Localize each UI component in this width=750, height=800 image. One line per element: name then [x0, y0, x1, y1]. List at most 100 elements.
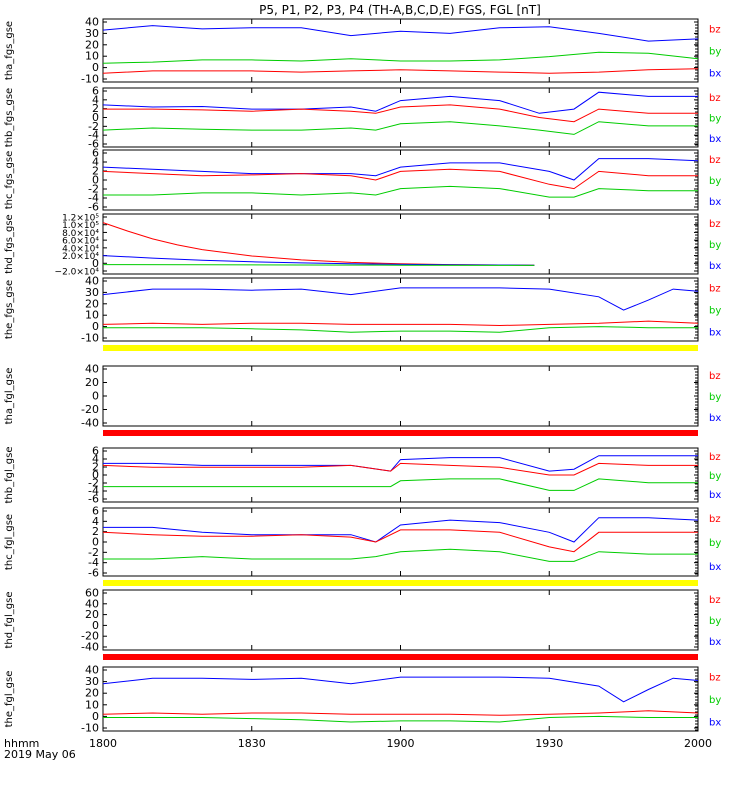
y-tick-label: 0 — [92, 111, 99, 124]
legend-label-bx: bx — [709, 69, 721, 80]
y-tick-label: -20 — [81, 630, 99, 643]
series-line-by — [103, 185, 698, 198]
y-tick-label: 30 — [85, 27, 99, 40]
legend-label-by: by — [709, 47, 721, 58]
x-tick-label: 1930 — [535, 737, 563, 750]
y-tick-label: 20 — [85, 297, 99, 310]
y-tick-label: -6 — [88, 138, 99, 151]
series-line-by — [102, 51, 699, 64]
y-tick-label: 4 — [92, 453, 99, 466]
y-tick-label: 1.2×10⁵ — [62, 214, 99, 224]
footer-hhmm: hhmm — [4, 737, 39, 750]
y-tick-label: 2 — [92, 461, 99, 474]
y-axis-label: thb_fgl_gse — [4, 447, 15, 504]
legend-label-bx: bx — [709, 717, 721, 728]
y-tick-label: 4 — [92, 93, 99, 106]
series-line-bx — [103, 517, 699, 543]
legend-label-bz: bz — [709, 514, 721, 525]
series-line-bx — [103, 455, 698, 472]
legend-label-bz: bz — [709, 673, 721, 684]
series-line-by — [103, 715, 698, 723]
legend-label-by: by — [709, 306, 721, 317]
legend-label-bz: bz — [709, 283, 721, 294]
y-tick-label: -10 — [81, 332, 99, 345]
y-tick-label: 40 — [85, 664, 99, 677]
y-tick-label: 6 — [92, 147, 99, 160]
legend-label-bz: bz — [709, 219, 721, 230]
y-tick-label: 4 — [92, 515, 99, 528]
y-axis-label: thd_fgl_gse — [4, 592, 15, 649]
y-axis-label: thc_fgl_gse — [4, 514, 15, 570]
series-line-bx — [102, 287, 699, 311]
y-tick-label: 4.0×10⁴ — [62, 244, 99, 254]
legend-label-by: by — [709, 616, 721, 627]
y-tick-label: -40 — [81, 417, 99, 430]
y-tick-label: 0 — [92, 320, 99, 333]
legend-label-bx: bx — [709, 134, 721, 145]
y-tick-label: -6 — [88, 567, 99, 580]
y-tick-label: -4 — [88, 485, 99, 498]
figure-title: P5, P1, P2, P3, P4 (TH-A,B,C,D,E) FGS, F… — [259, 3, 541, 17]
y-tick-label: 40 — [85, 363, 99, 376]
y-axis-label: tha_fgl_gse — [4, 368, 15, 425]
y-axis-label: tha_fgs_gse — [4, 21, 15, 80]
y-tick-label: 20 — [85, 608, 99, 621]
y-tick-label: −2.0×10⁴ — [55, 268, 100, 278]
series-line-bx — [102, 25, 699, 42]
x-tick-label: 1800 — [89, 737, 117, 750]
y-axis-label: thb_fgs_gse — [4, 88, 15, 147]
y-tick-label: -2 — [88, 120, 99, 133]
panel-frame — [102, 589, 699, 651]
data-availability-bar — [103, 430, 698, 436]
series-line-bx — [102, 91, 698, 114]
panel-frame — [102, 365, 699, 427]
data-availability-bar — [103, 654, 698, 660]
legend-label-bx: bx — [709, 328, 721, 339]
y-axis-label: the_fgl_gse — [4, 671, 15, 728]
series-line-by — [103, 548, 698, 562]
y-tick-label: 2 — [92, 525, 99, 538]
y-tick-label: -4 — [88, 129, 99, 142]
y-tick-label: 0 — [92, 174, 99, 187]
y-tick-label: 60 — [85, 587, 99, 600]
y-tick-label: -40 — [81, 641, 99, 654]
y-tick-label: 0 — [92, 61, 99, 74]
y-tick-label: 4 — [92, 156, 99, 169]
y-tick-label: 10 — [85, 309, 99, 322]
panel-thd-fgs-gse: 1.2×10⁵1.0×10⁵8.0×10⁴6.0×10⁴4.0×10⁴2.0×1… — [4, 213, 721, 278]
y-tick-label: -6 — [88, 493, 99, 506]
series-line-bz — [102, 320, 699, 327]
time-axis: 1800 1830 1900 1930 2000 — [89, 737, 712, 750]
legend-label-bx: bx — [709, 413, 721, 424]
data-availability-bar — [103, 345, 698, 351]
y-tick-label: -4 — [88, 556, 99, 569]
series-line-bz — [102, 710, 699, 716]
y-tick-label: 0 — [92, 536, 99, 549]
y-tick-label: 6.0×10⁴ — [62, 237, 99, 247]
legend-label-by: by — [709, 538, 721, 549]
y-tick-label: -10 — [81, 73, 99, 86]
series-line-bz — [102, 168, 698, 190]
y-axis-label: the_fgs_gse — [4, 280, 15, 339]
legend-label-bx: bx — [709, 490, 721, 501]
x-tick-label: 1830 — [238, 737, 266, 750]
y-tick-label: 20 — [85, 376, 99, 389]
series-line-bz — [102, 68, 699, 74]
y-tick-label: 6 — [92, 85, 99, 98]
y-tick-label: 10 — [85, 698, 99, 711]
legend-label-by: by — [709, 176, 721, 187]
y-tick-label: 0 — [92, 469, 99, 482]
legend-label-bz: bz — [709, 452, 721, 463]
series-line-by — [102, 121, 698, 135]
x-tick-label: 1900 — [387, 737, 415, 750]
y-tick-label: -4 — [88, 192, 99, 205]
legend-label-bx: bx — [709, 261, 721, 272]
